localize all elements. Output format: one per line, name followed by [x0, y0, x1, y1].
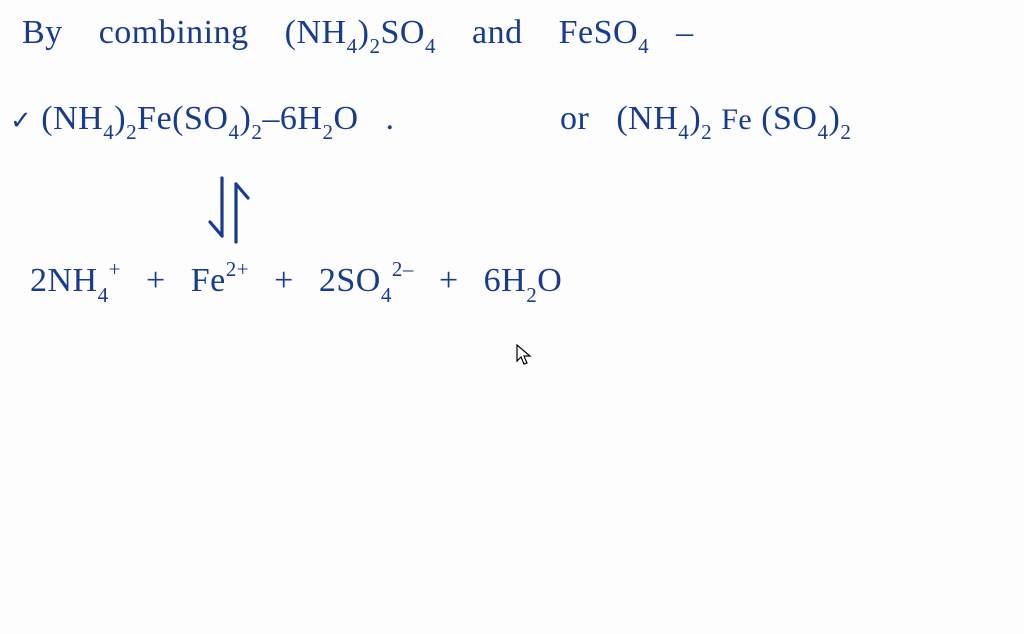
mouse-cursor-icon — [516, 344, 532, 366]
txt-O2: O — [537, 262, 562, 299]
line-3: 2NH4+ + Fe2+ + 2SO42– + 6H2O — [30, 260, 562, 305]
paren-open: ( — [285, 14, 297, 51]
coef-6: 6 — [280, 100, 298, 137]
sup-2plus: 2+ — [226, 257, 249, 281]
sub-4i: 4 — [381, 283, 392, 307]
txt-SO2: SO — [594, 14, 638, 51]
paren-close3: ) — [240, 100, 252, 137]
txt-Fe3: Fe — [721, 103, 752, 136]
txt-NH: NH — [296, 14, 346, 51]
period: . — [386, 100, 395, 137]
sup-2minus: 2– — [392, 257, 414, 281]
sub-4f: 4 — [678, 120, 689, 144]
sup-plus: + — [109, 257, 121, 281]
equilibrium-arrow-icon — [200, 170, 260, 250]
txt-SO5: SO — [336, 262, 380, 299]
word-or: or — [560, 100, 589, 137]
txt-Fe: Fe — [559, 14, 594, 51]
sub-2f: 2 — [840, 120, 851, 144]
txt-NH4: NH — [48, 262, 98, 299]
species-fe2plus: Fe2+ — [191, 262, 258, 299]
formula-nh4-2-so4: (NH4)2SO4 — [285, 14, 445, 51]
txt-H2: H — [501, 262, 526, 299]
txt-NH3: NH — [628, 100, 678, 137]
sub-2b: 2 — [126, 120, 137, 144]
line-1: By combining (NH4)2SO4 and FeSO4 – — [22, 14, 694, 57]
sub-4: 4 — [347, 34, 358, 58]
txt-SO4: SO — [773, 100, 817, 137]
sub-4c: 4 — [638, 34, 649, 58]
formula-mohr-salt-anhydrous: (NH4)2 Fe (SO4)2 — [616, 100, 851, 137]
trailing-dash: – — [676, 14, 694, 51]
species-2nh4plus: 2NH4+ — [30, 262, 130, 299]
sub-4d: 4 — [103, 120, 114, 144]
line-2a: ✓ (NH4)2Fe(SO4)2–6H2O . — [10, 100, 395, 143]
plus-3: + — [423, 262, 475, 300]
sub-4h: 4 — [98, 283, 109, 307]
txt-O: O — [333, 100, 358, 137]
sub-2e: 2 — [701, 120, 712, 144]
txt-NH2: NH — [53, 100, 103, 137]
checkmark-icon: ✓ — [10, 106, 32, 135]
line-2b: or (NH4)2 Fe (SO4)2 — [560, 100, 851, 143]
hydrate-dash: – — [262, 100, 280, 137]
coef-2a: 2 — [30, 262, 48, 299]
species-6h2o: 6H2O — [484, 262, 563, 299]
txt-SO: SO — [380, 14, 424, 51]
paren-open5: ( — [761, 100, 773, 137]
word-by: By — [22, 14, 63, 51]
word-and: and — [472, 14, 523, 51]
sub-4e: 4 — [228, 120, 239, 144]
word-combining: combining — [99, 14, 249, 51]
sub-4b: 4 — [425, 34, 436, 58]
txt-SO3: SO — [184, 100, 228, 137]
sub-2: 2 — [369, 34, 380, 58]
paren-close: ) — [358, 14, 370, 51]
sub-2g: 2 — [526, 283, 537, 307]
coef-6b: 6 — [484, 262, 502, 299]
coef-2b: 2 — [319, 262, 337, 299]
paren-open4: ( — [616, 100, 628, 137]
txt-Fe2: Fe — [137, 100, 172, 137]
paren-close4: ) — [689, 100, 701, 137]
txt-Fe4: Fe — [191, 262, 226, 299]
sub-2c: 2 — [251, 120, 262, 144]
formula-mohr-salt-hydrate: (NH4)2Fe(SO4)2–6H2O — [41, 100, 367, 137]
paren-close5: ) — [829, 100, 841, 137]
handwritten-page: By combining (NH4)2SO4 and FeSO4 – ✓ (NH… — [0, 0, 1024, 634]
paren-open2: ( — [41, 100, 53, 137]
species-2so4-2minus: 2SO42– — [319, 262, 423, 299]
paren-close2: ) — [114, 100, 126, 137]
formula-feso4: FeSO4 — [559, 14, 659, 51]
plus-2: + — [258, 262, 310, 300]
paren-open3: ( — [172, 100, 184, 137]
txt-H: H — [297, 100, 322, 137]
sub-4g: 4 — [817, 120, 828, 144]
plus-1: + — [130, 262, 182, 300]
sub-2d: 2 — [322, 120, 333, 144]
